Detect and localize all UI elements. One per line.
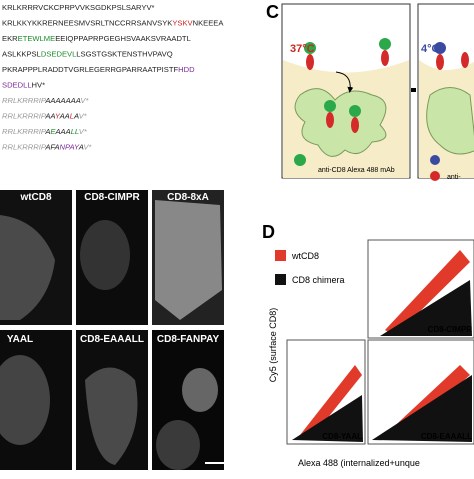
micrograph-label: CD8-EAAALL — [80, 334, 144, 345]
sequence-segment: A — [44, 127, 50, 136]
endosome — [294, 88, 387, 157]
sequence-segment: V* — [83, 143, 92, 152]
caption: anti- — [447, 174, 461, 181]
sequence-line: SDEDLLHV* — [2, 81, 45, 90]
sequence-segment: KRLKKYKKRERNEESMVSRLTNCCRRSANVSYK — [2, 19, 172, 28]
micrograph-label: wtCD8 — [19, 192, 52, 203]
sequence-line: PKRAPPPLRADDTVGRLEGERRGPARRAATPISTFHDD — [2, 65, 195, 74]
sequence-segment: A — [78, 143, 84, 152]
sequence-line: RRLKRRRIPAFANPAYAV* — [2, 143, 92, 152]
antibody-red — [430, 171, 440, 181]
sequence-segment: LSGSTGSKTENSTHVPAVQ — [76, 50, 172, 59]
sequence-segment: V* — [80, 96, 89, 105]
sequence-line: RRLKRRRIPAEAAALLV* — [2, 127, 88, 136]
plot-label: CD8-EAAALL — [421, 432, 472, 441]
caption: anti-CD8 Alexa 488 mAb — [318, 167, 395, 174]
antibody-blue — [430, 155, 440, 165]
micrograph-label: CD8-8xA — [167, 192, 209, 203]
sequence-segment: RRLKRRRIP — [2, 127, 47, 136]
sequence-segment: V* — [79, 127, 88, 136]
antibodies — [294, 38, 391, 166]
arrow — [335, 71, 354, 93]
sequence-line: RRLKRRRIPAAAAAAAV* — [2, 96, 89, 105]
plot-label: CD8-CIMPR — [428, 325, 473, 334]
micrographs — [0, 190, 232, 470]
legend-label: wtCD8 — [291, 251, 319, 261]
scatter-plots — [275, 239, 474, 445]
sequence-line: KRLKRRRVCKCPRPVVKSGDKPSLSARYV* — [2, 3, 155, 12]
sequence-segment: AA — [59, 112, 70, 121]
sequence-segment: RRLKRRRIP — [2, 143, 47, 152]
sequence-segment: L — [70, 112, 74, 121]
sequence-segment: HV* — [32, 81, 46, 90]
sequence-line: KRLKKYKKRERNEESMVSRLTNCCRRSANVSYKYSKVNKE… — [2, 19, 224, 28]
sequence-segment: HDD — [178, 65, 195, 74]
panel-letter: C — [266, 2, 279, 22]
sequence-segment: AAA — [54, 127, 70, 136]
sequence-segment: RRLKRRRIP — [2, 112, 47, 121]
sequence-segment: NPAY — [60, 143, 80, 152]
sequence-segment: RRLKRRRIP — [2, 96, 47, 105]
sequence-segment: AA — [44, 112, 55, 121]
sequence-segment: AFA — [44, 143, 59, 152]
sequence-segment: A — [73, 112, 79, 121]
y-axis-label: Cy5 (surface CD8) — [268, 308, 278, 383]
x-axis-label: Alexa 488 (internalized+unque — [298, 458, 420, 468]
temp-label: 37°C — [290, 43, 315, 55]
micrograph-label: CD8-FANPAY — [157, 334, 220, 345]
sequence-segment: EEIQPPAPRPGEGHSVAAKSVRAADTL — [55, 34, 191, 43]
sequence-segment: ETEWLME — [18, 34, 56, 43]
sequence-segment: DSEDEVL — [41, 50, 76, 59]
sequence-segment: LL — [71, 127, 79, 136]
sequence-segment: NKEEEA — [193, 19, 225, 28]
sequence-segment: EKR — [2, 34, 18, 43]
endosome — [426, 87, 474, 155]
temp-label: 4°C — [421, 43, 440, 55]
sequence-segment: PKRAPPPLRADDTVGRLEGERRGPARRAATPISTF — [2, 65, 178, 74]
sequence-segment: AAAAAAA — [44, 96, 80, 105]
panel-letter: D — [262, 222, 275, 242]
sequence-segment: KRLKRRRVCKCPRPVVKSGDKPSLSARYV* — [2, 3, 155, 12]
micrograph-label: CD8-CIMPR — [84, 192, 140, 203]
sequence-line: RRLKRRRIPAAYAALAV* — [2, 112, 88, 121]
sequence-segment: YSKV — [172, 19, 193, 28]
sequence-line: EKRETEWLMEEEIQPPAPRPGEGHSVAAKSVRAADTL — [2, 34, 191, 43]
sequence-segment: E — [50, 127, 56, 136]
sequence-segment: Y — [55, 112, 61, 121]
sequence-segment: V* — [79, 112, 88, 121]
antibody-blue — [434, 42, 446, 54]
micrograph-label: YAAL — [7, 334, 33, 345]
sequence-segment: SDEDLL — [2, 81, 32, 90]
legend-label: CD8 chimera — [292, 275, 345, 285]
sequence-segment: ASLKKPSL — [2, 50, 41, 59]
plot-label: CD8-YAAL — [322, 432, 362, 441]
receptors — [306, 50, 469, 133]
sequence-line: ASLKKPSLDSEDEVLLSGSTGSKTENSTHVPAVQ — [2, 50, 173, 59]
